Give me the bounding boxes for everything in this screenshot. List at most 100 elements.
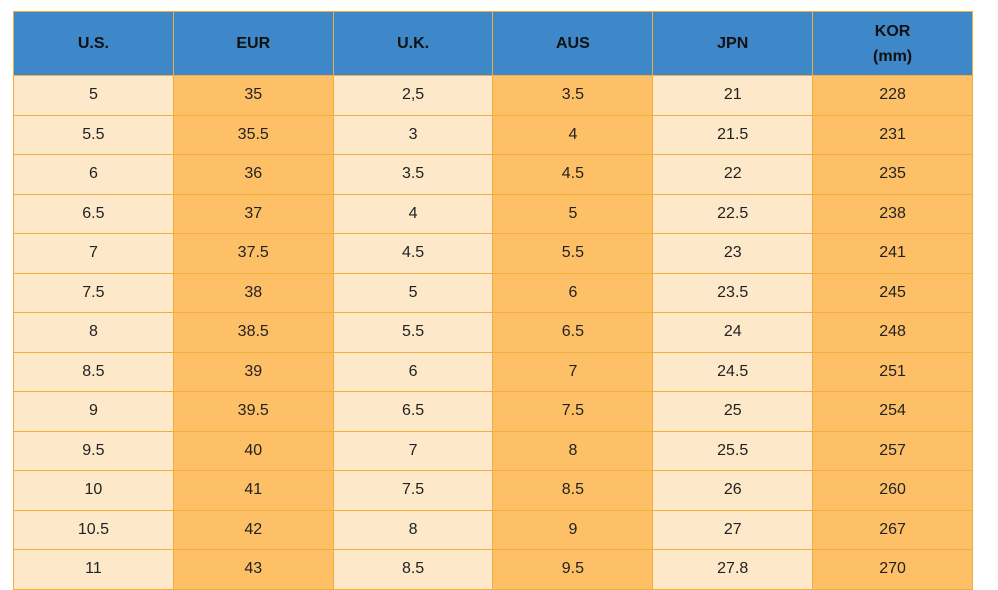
table-cell: 3.5 (492, 75, 654, 116)
table-cell: 260 (812, 470, 973, 511)
header-cell: U.S. (13, 11, 174, 76)
header-cell: KOR (mm) (812, 11, 973, 76)
table-cell: 21.5 (652, 114, 814, 155)
table-cell: 5.5 (492, 233, 654, 274)
table-cell: 7.5 (13, 272, 174, 313)
table-row: 5.5 35.5 3 4 21.5 231 (13, 114, 973, 155)
table-cell: 24.5 (652, 351, 814, 392)
table-cell: 39 (172, 351, 334, 392)
table-row: 7.5 38 5 6 23.5 245 (13, 272, 973, 313)
table-cell: 7 (492, 351, 654, 392)
table-cell: 24 (652, 312, 814, 353)
table-cell: 26 (652, 470, 814, 511)
table-cell: 5 (492, 193, 654, 234)
table-cell: 10 (13, 470, 174, 511)
table-cell: 5 (13, 75, 174, 116)
table-cell: 6.5 (13, 193, 174, 234)
table-row: 8.5 39 6 7 24.5 251 (13, 351, 973, 392)
table-row: 9 39.5 6.5 7.5 25 254 (13, 391, 973, 432)
table-cell: 9 (13, 391, 174, 432)
table-cell: 6 (13, 154, 174, 195)
table-cell: 254 (812, 391, 973, 432)
table-cell: 3.5 (332, 154, 494, 195)
table-cell: 21 (652, 75, 814, 116)
table-cell: 9.5 (13, 430, 174, 471)
table-cell: 4 (332, 193, 494, 234)
table-cell: 4.5 (492, 154, 654, 195)
table-cell: 8.5 (492, 470, 654, 511)
table-cell: 8 (332, 509, 494, 550)
table-cell: 9 (492, 509, 654, 550)
table-cell: 241 (812, 233, 973, 274)
table-cell: 7 (332, 430, 494, 471)
table-cell: 251 (812, 351, 973, 392)
table-cell: 8 (492, 430, 654, 471)
table-cell: 6.5 (332, 391, 494, 432)
table-row: 10 41 7.5 8.5 26 260 (13, 470, 973, 511)
table-cell: 5.5 (13, 114, 174, 155)
table-row: 9.5 40 7 8 25.5 257 (13, 430, 973, 471)
table-cell: 245 (812, 272, 973, 313)
header-cell: U.K. (332, 11, 494, 76)
table-row: 10.5 42 8 9 27 267 (13, 509, 973, 550)
table-cell: 267 (812, 509, 973, 550)
table-cell: 9.5 (492, 549, 654, 590)
table-row: 5 35 2,5 3.5 21 228 (13, 75, 973, 116)
table-cell: 6 (492, 272, 654, 313)
header-row: U.S. EUR U.K. AUS JPN KOR (mm) (13, 11, 973, 76)
table-cell: 25.5 (652, 430, 814, 471)
table-cell: 22 (652, 154, 814, 195)
table-cell: 8.5 (13, 351, 174, 392)
table-cell: 270 (812, 549, 973, 590)
header-cell: AUS (492, 11, 654, 76)
table-cell: 6.5 (492, 312, 654, 353)
table-cell: 41 (172, 470, 334, 511)
table-cell: 10.5 (13, 509, 174, 550)
table-cell: 35.5 (172, 114, 334, 155)
table-cell: 257 (812, 430, 973, 471)
table-cell: 37.5 (172, 233, 334, 274)
table-cell: 6 (332, 351, 494, 392)
table-cell: 7 (13, 233, 174, 274)
table-row: 7 37.5 4.5 5.5 23 241 (13, 233, 973, 274)
table-cell: 22.5 (652, 193, 814, 234)
table-cell: 238 (812, 193, 973, 234)
table-cell: 38 (172, 272, 334, 313)
table-cell: 7.5 (332, 470, 494, 511)
table-cell: 248 (812, 312, 973, 353)
table-row: 11 43 8.5 9.5 27.8 270 (13, 549, 973, 590)
header-cell: JPN (652, 11, 814, 76)
table-cell: 11 (13, 549, 174, 590)
table-cell: 36 (172, 154, 334, 195)
size-table: U.S. EUR U.K. AUS JPN KOR (mm) 5 35 2,5 3.5 21 228… (13, 11, 973, 590)
table-cell: 3 (332, 114, 494, 155)
table-cell: 42 (172, 509, 334, 550)
table-cell: 40 (172, 430, 334, 471)
table-cell: 8.5 (332, 549, 494, 590)
table-cell: 25 (652, 391, 814, 432)
table-cell: 37 (172, 193, 334, 234)
table-cell: 235 (812, 154, 973, 195)
table-cell: 23.5 (652, 272, 814, 313)
table-cell: 2,5 (332, 75, 494, 116)
table-cell: 4 (492, 114, 654, 155)
table-cell: 5 (332, 272, 494, 313)
table-cell: 27.8 (652, 549, 814, 590)
table-cell: 231 (812, 114, 973, 155)
table-cell: 7.5 (492, 391, 654, 432)
header-cell: EUR (172, 11, 334, 76)
table-cell: 8 (13, 312, 174, 353)
table-cell: 43 (172, 549, 334, 590)
table-cell: 4.5 (332, 233, 494, 274)
table-cell: 5.5 (332, 312, 494, 353)
size-chart: U.S. EUR U.K. AUS JPN KOR (mm) 5 35 2,5 3.5 21 228… (13, 11, 973, 590)
table-cell: 39.5 (172, 391, 334, 432)
table-cell: 23 (652, 233, 814, 274)
table-cell: 35 (172, 75, 334, 116)
table-cell: 228 (812, 75, 973, 116)
table-cell: 38.5 (172, 312, 334, 353)
table-row: 6 36 3.5 4.5 22 235 (13, 154, 973, 195)
table-row: 8 38.5 5.5 6.5 24 248 (13, 312, 973, 353)
table-cell: 27 (652, 509, 814, 550)
